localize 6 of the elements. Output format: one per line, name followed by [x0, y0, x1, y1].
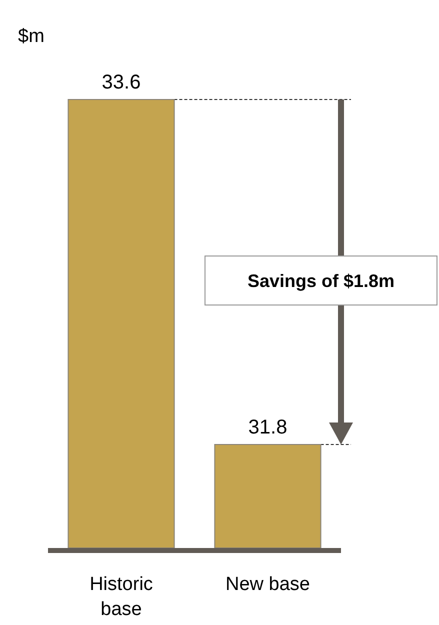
data-label: 33.6: [102, 72, 141, 94]
x-tick-label: Historic base: [90, 574, 153, 620]
annotation: Savings of $1.8m: [247, 271, 395, 291]
x-tick-label: New base: [226, 574, 310, 595]
y-axis-title: $m: [18, 26, 44, 47]
data-label: 31.8: [248, 416, 288, 438]
